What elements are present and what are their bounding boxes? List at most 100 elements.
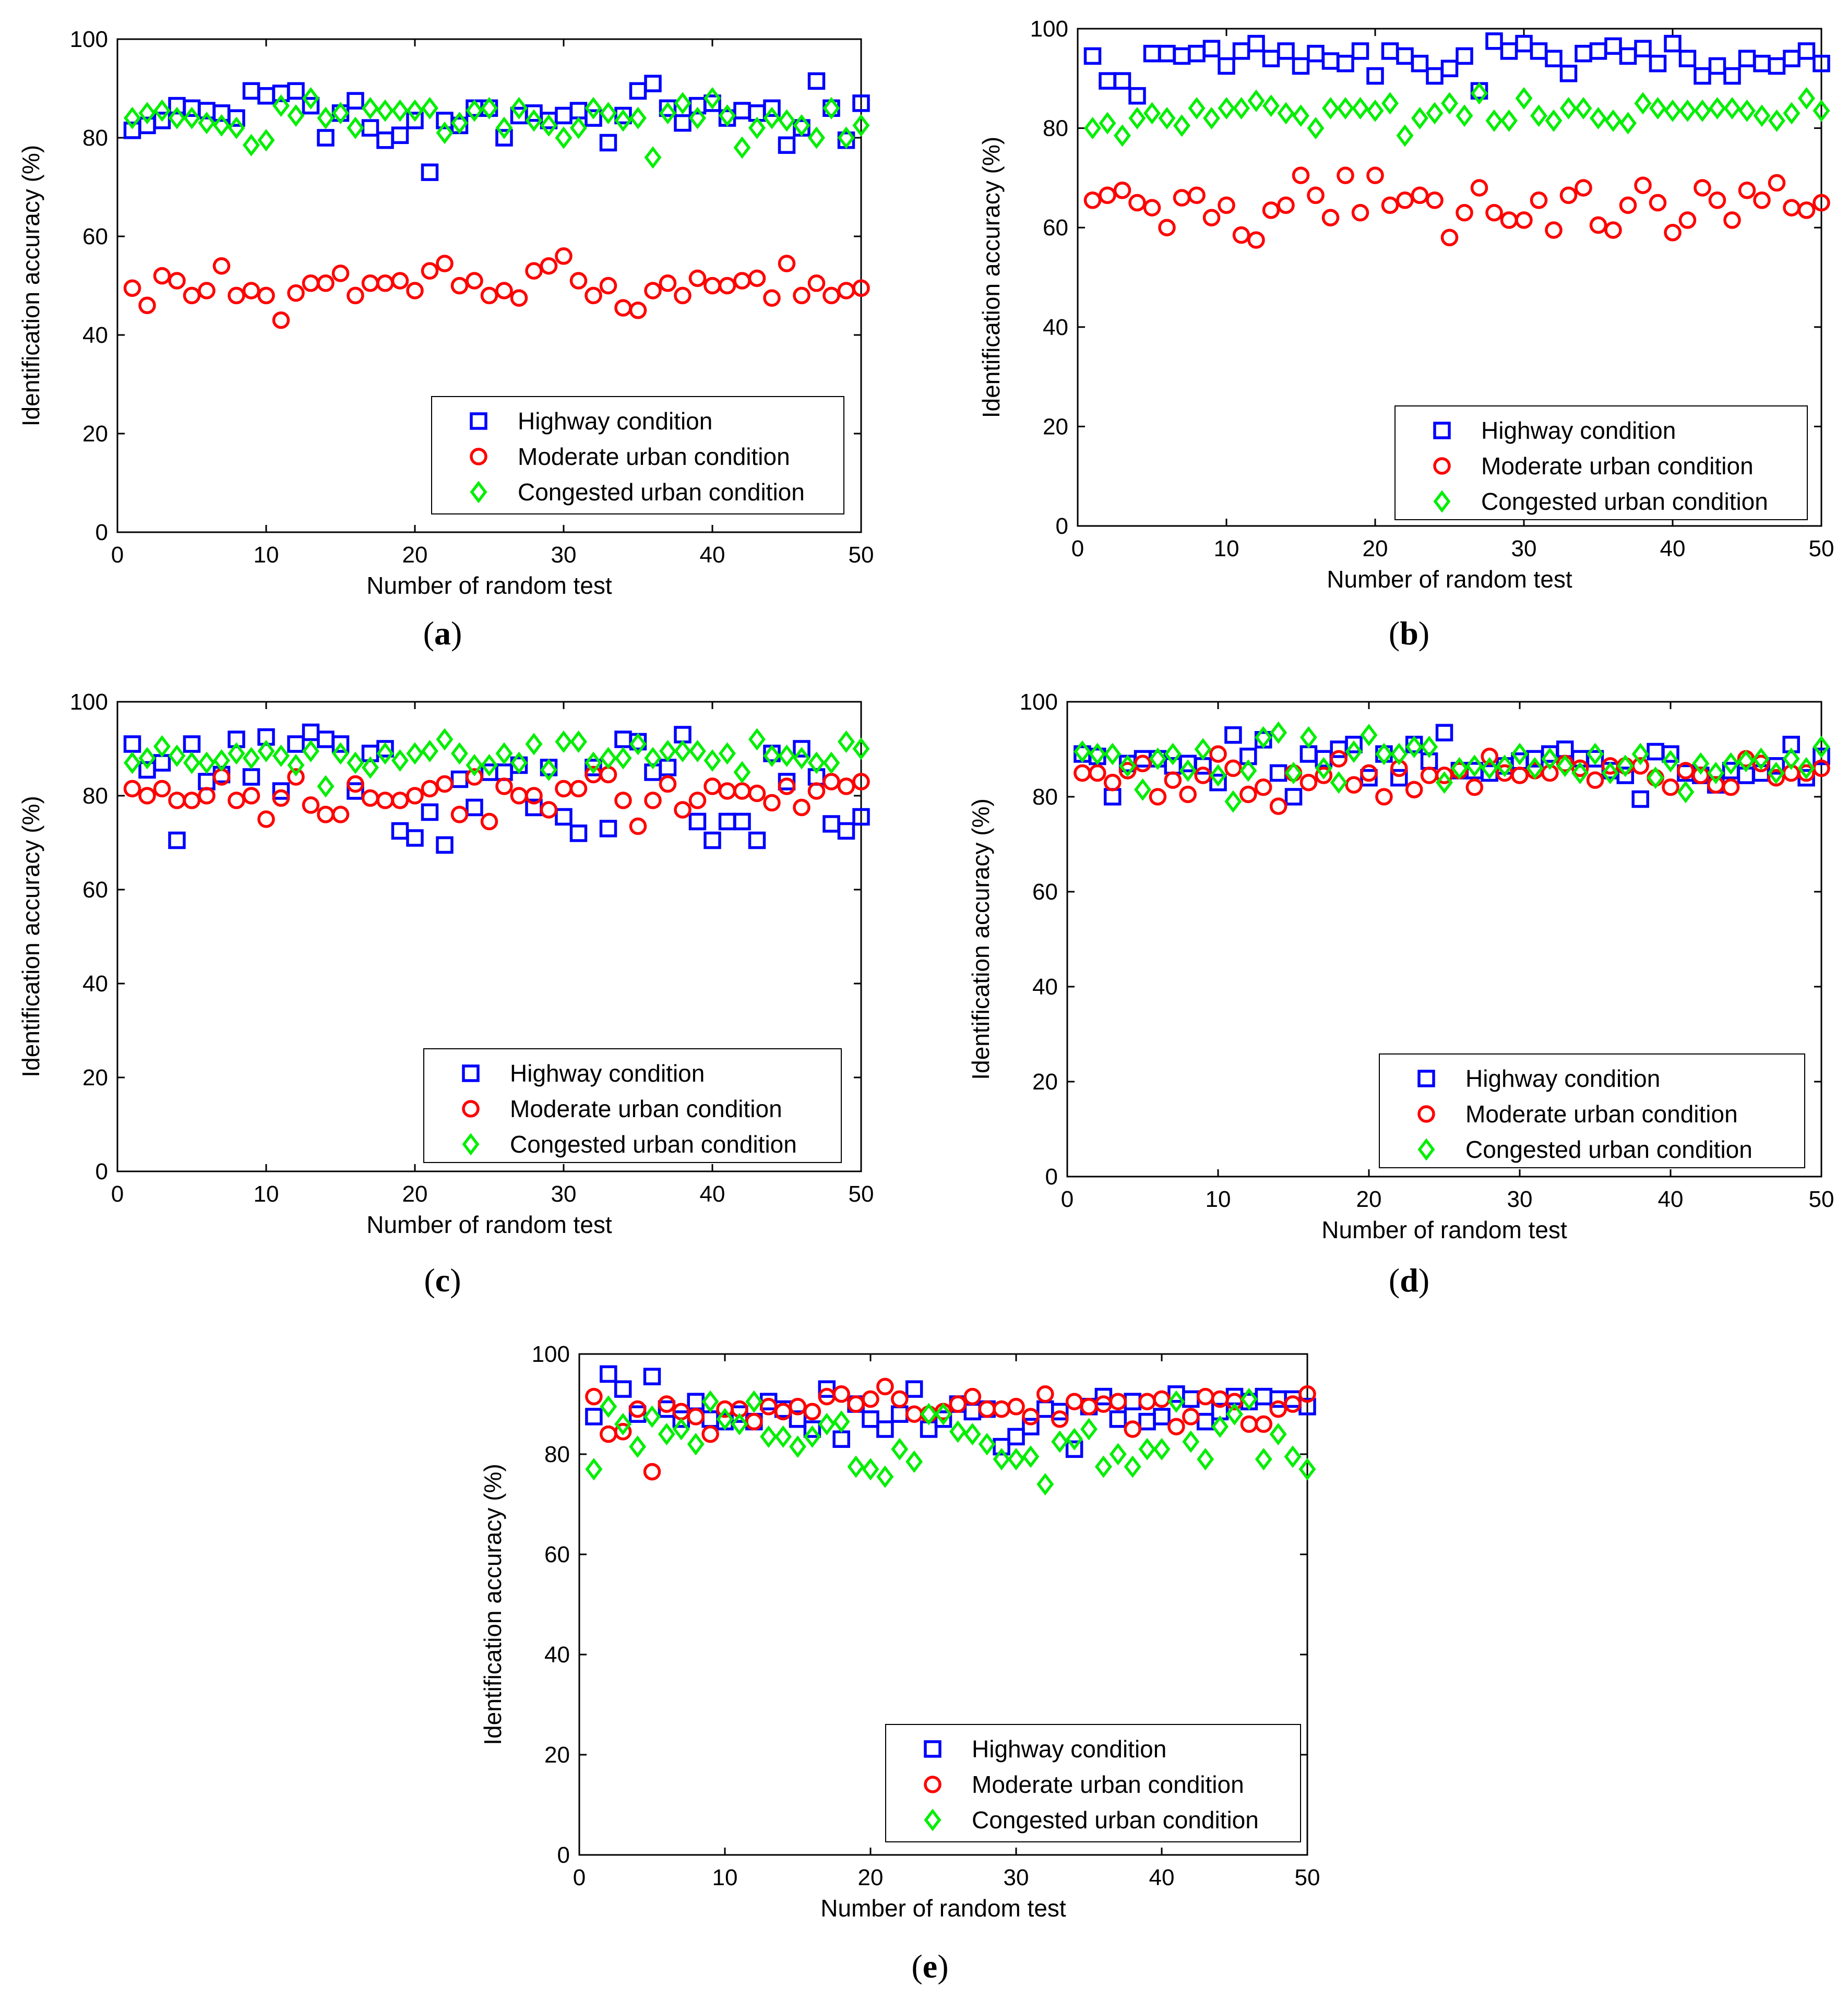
data-point-diamond bbox=[1298, 1458, 1316, 1481]
data-point-square bbox=[1435, 724, 1453, 741]
data-point-diamond bbox=[451, 112, 468, 135]
data-point-circle bbox=[1571, 759, 1589, 777]
data-point-square bbox=[153, 112, 171, 129]
legend-marker-diamond bbox=[470, 481, 487, 504]
y-tick-label: 60 bbox=[1032, 879, 1058, 905]
data-point-square bbox=[1440, 59, 1459, 77]
legend-marker-square bbox=[470, 412, 487, 430]
legend-marker-diamond bbox=[1417, 1138, 1435, 1161]
data-point-circle bbox=[421, 262, 439, 280]
data-point-diamond bbox=[748, 728, 766, 751]
data-point-diamond bbox=[1233, 97, 1250, 120]
data-point-diamond bbox=[1481, 757, 1498, 780]
data-point-diamond bbox=[570, 730, 587, 753]
data-point-circle bbox=[1158, 219, 1176, 236]
data-point-diamond bbox=[272, 744, 290, 768]
data-point-circle bbox=[1485, 203, 1503, 222]
data-point-circle bbox=[1545, 221, 1563, 239]
data-point-diamond bbox=[745, 1390, 763, 1413]
data-point-circle bbox=[1307, 186, 1325, 205]
y-tick-label: 40 bbox=[1043, 315, 1068, 340]
data-point-circle bbox=[1366, 166, 1384, 184]
data-point-diamond bbox=[832, 1410, 850, 1433]
data-point-square bbox=[1345, 736, 1363, 753]
data-point-circle bbox=[1662, 778, 1679, 796]
data-point-diamond bbox=[481, 97, 498, 119]
data-point-diamond bbox=[1575, 97, 1592, 120]
data-point-square bbox=[1337, 54, 1354, 73]
data-point-circle bbox=[1440, 229, 1459, 247]
data-point-circle bbox=[302, 796, 320, 814]
data-point-circle bbox=[317, 274, 335, 292]
data-point-square bbox=[317, 129, 335, 147]
data-point-circle bbox=[748, 784, 766, 802]
data-point-square bbox=[599, 134, 617, 152]
data-point-diamond bbox=[347, 751, 364, 774]
data-point-square bbox=[704, 831, 721, 849]
data-point-circle bbox=[1036, 1385, 1054, 1403]
data-point-circle bbox=[480, 286, 498, 305]
y-tick-label: 40 bbox=[82, 322, 108, 348]
data-point-circle bbox=[599, 277, 617, 295]
data-point-diamond bbox=[763, 744, 781, 768]
legend-marker-diamond bbox=[1433, 490, 1451, 513]
data-point-circle bbox=[759, 1398, 778, 1416]
data-point-circle bbox=[1262, 201, 1280, 219]
data-point-diamond bbox=[436, 728, 454, 751]
data-point-circle bbox=[1330, 750, 1348, 768]
chart-panel-2: 0 10 20 30 40 50 0 20 40 60 80 100 Number of random … bbox=[977, 16, 1834, 652]
series-diamond bbox=[1074, 721, 1830, 813]
data-point-diamond bbox=[1239, 759, 1257, 782]
data-point-square bbox=[1664, 34, 1682, 53]
x-axis-title: Number of random test bbox=[366, 572, 612, 599]
data-point-diamond bbox=[1647, 766, 1664, 789]
data-point-diamond bbox=[138, 747, 156, 770]
data-point-circle bbox=[1575, 179, 1592, 197]
data-point-diamond bbox=[1530, 104, 1547, 127]
data-point-circle bbox=[1118, 762, 1137, 780]
data-point-square bbox=[1678, 50, 1697, 67]
y-tick-label: 0 bbox=[1045, 1164, 1058, 1190]
data-point-diamond bbox=[1450, 757, 1468, 780]
data-point-diamond bbox=[1752, 747, 1770, 770]
x-tick-label: 50 bbox=[849, 1181, 874, 1207]
data-point-circle bbox=[1375, 788, 1393, 806]
data-point-diamond bbox=[1203, 107, 1220, 130]
data-point-square bbox=[644, 75, 662, 92]
data-point-square bbox=[555, 808, 573, 826]
data-point-diamond bbox=[1405, 735, 1423, 758]
data-point-circle bbox=[1797, 201, 1816, 219]
legend-marker-circle bbox=[1433, 457, 1451, 475]
data-point-diamond bbox=[1094, 1455, 1112, 1478]
data-point-diamond bbox=[704, 87, 721, 110]
data-point-diamond bbox=[803, 1425, 821, 1448]
data-point-square bbox=[1051, 1403, 1069, 1421]
data-point-circle bbox=[525, 787, 543, 805]
data-point-diamond bbox=[153, 735, 171, 758]
data-point-circle bbox=[1124, 1420, 1141, 1438]
data-point-circle bbox=[466, 272, 483, 290]
legend-box bbox=[423, 1048, 842, 1163]
data-point-diamond bbox=[1753, 104, 1771, 127]
data-point-square bbox=[1292, 57, 1310, 75]
y-tick-label: 100 bbox=[70, 27, 108, 52]
legend-entry-label: Highway condition bbox=[1481, 417, 1676, 444]
data-point-diamond bbox=[1496, 754, 1513, 777]
data-point-diamond bbox=[733, 761, 751, 784]
data-point-circle bbox=[1664, 223, 1682, 242]
data-point-circle bbox=[862, 1390, 879, 1408]
data-point-square bbox=[1247, 34, 1265, 53]
data-point-square bbox=[1604, 37, 1622, 55]
data-point-diamond bbox=[1114, 124, 1131, 147]
data-point-circle bbox=[847, 1395, 865, 1413]
data-point-square bbox=[123, 735, 141, 753]
data-point-diamond bbox=[1426, 102, 1444, 125]
x-tick-label: 0 bbox=[1071, 536, 1084, 561]
data-point-circle bbox=[1239, 785, 1257, 804]
panel-label-letter: a bbox=[434, 615, 451, 652]
y-tick-label: 0 bbox=[96, 1159, 108, 1184]
data-point-circle bbox=[168, 272, 186, 290]
data-point-diamond bbox=[838, 730, 855, 753]
data-point-diamond bbox=[555, 126, 573, 149]
